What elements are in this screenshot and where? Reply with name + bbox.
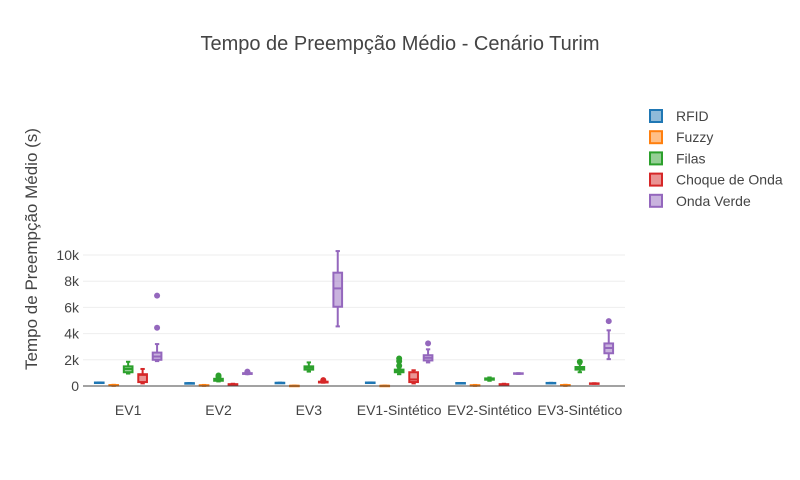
box-choque-de-onda — [317, 377, 329, 384]
box-body — [408, 371, 419, 384]
box-onda-verde — [422, 340, 434, 364]
box-onda-verde — [151, 292, 163, 363]
y-axis-ticks: 0 2k 4k 6k 8k 10k — [56, 247, 80, 394]
outlier-point — [425, 340, 432, 347]
legend-swatch — [649, 130, 663, 145]
box-choque-de-onda — [137, 367, 148, 385]
legend-label: Fuzzy — [676, 129, 713, 145]
outlier-point — [320, 377, 327, 384]
y-tick-label: 6k — [64, 299, 80, 315]
legend-swatch — [649, 172, 663, 187]
legend-swatch — [649, 109, 663, 123]
x-tick-label: EV2-Sintético — [447, 402, 532, 418]
box-onda-verde — [332, 250, 344, 328]
legend-item-choque-de-onda[interactable]: Choque de Onda — [649, 172, 783, 188]
box-rfid — [545, 381, 557, 385]
box-rfid — [364, 381, 376, 385]
outlier-point — [215, 372, 222, 379]
legend-swatch — [649, 193, 663, 208]
gridlines — [83, 254, 625, 361]
y-axis-title: Tempo de Preempção Médio (s) — [22, 128, 41, 370]
y-tick-label: 0 — [71, 378, 79, 394]
x-tick-label: EV3 — [296, 402, 323, 418]
y-tick-label: 8k — [64, 273, 80, 289]
box-filas — [393, 355, 405, 376]
legend[interactable]: RFID Fuzzy Filas Choque de Onda Onda Verde — [649, 108, 783, 209]
outlier-point — [576, 358, 583, 365]
box-onda-verde — [603, 318, 615, 361]
box-choque-de-onda — [408, 369, 419, 385]
x-tick-label: EV1 — [115, 402, 142, 418]
x-axis-ticks: EV1 EV2 EV3 EV1-Sintético EV2-Sintético EV3-S… — [115, 402, 623, 418]
y-tick-label: 10k — [56, 247, 80, 263]
y-tick-label: 4k — [64, 326, 80, 342]
box-body — [332, 271, 344, 308]
boxes — [93, 250, 615, 388]
legend-label: Filas — [676, 150, 706, 166]
outlier-point — [244, 368, 251, 375]
outlier-point — [396, 355, 403, 362]
y-tick-label: 2k — [64, 352, 80, 368]
legend-item-onda-verde[interactable]: Onda Verde — [649, 193, 751, 209]
legend-item-filas[interactable]: Filas — [649, 150, 706, 166]
box-filas — [303, 361, 315, 373]
outlier-point — [605, 318, 612, 325]
outlier-point — [154, 292, 161, 299]
box-rfid — [93, 381, 105, 385]
x-tick-label: EV1-Sintético — [357, 402, 442, 418]
box-onda-verde — [242, 368, 253, 376]
legend-label: Choque de Onda — [676, 172, 783, 188]
legend-item-fuzzy[interactable]: Fuzzy — [649, 129, 713, 145]
box-rfid — [184, 382, 195, 385]
x-tick-label: EV2 — [205, 402, 232, 418]
box-rfid — [455, 381, 466, 385]
box-filas — [574, 358, 586, 374]
legend-item-rfid[interactable]: RFID — [649, 108, 709, 124]
x-tick-label: EV3-Sintético — [537, 402, 622, 418]
box-choque-de-onda — [588, 382, 600, 385]
legend-label: RFID — [676, 108, 709, 124]
legend-label: Onda Verde — [676, 193, 751, 209]
box-filas — [484, 376, 495, 382]
box-filas — [122, 360, 134, 375]
box-onda-verde — [513, 372, 524, 375]
box-choque-de-onda — [227, 382, 239, 387]
box-filas — [213, 372, 224, 383]
chart-title: Tempo de Preempção Médio - Cenário Turim — [200, 33, 599, 55]
box-choque-de-onda — [498, 382, 510, 387]
outlier-point — [396, 362, 403, 369]
outlier-point — [154, 324, 161, 331]
legend-swatch — [649, 151, 663, 166]
box-rfid — [274, 381, 286, 385]
